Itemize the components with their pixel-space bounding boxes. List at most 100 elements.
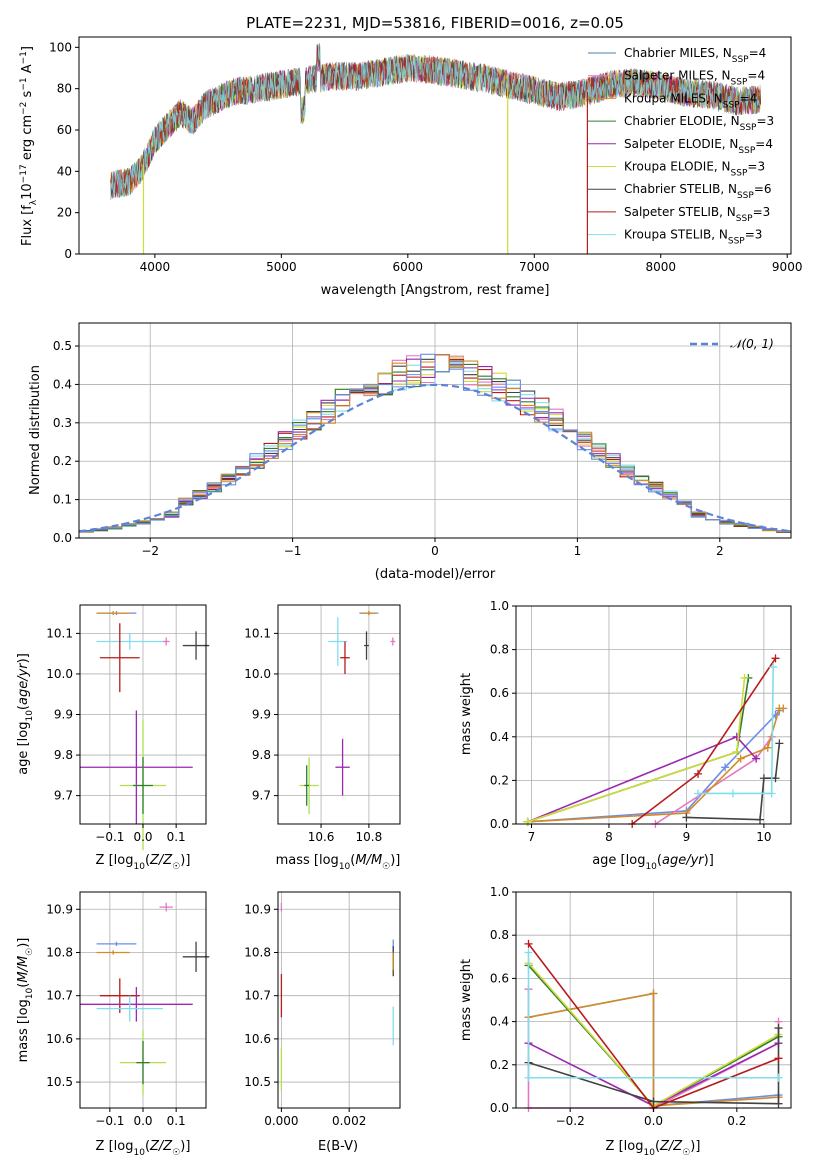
residual-xlabel: (data-model)/error [375, 567, 496, 582]
age-vs-mass-panel: 10.6 10.8 9.7 9.8 9.9 10.0 10.1 mass [log10(M/… [244, 605, 400, 872]
spectrum-panel: PLATE=2231, MJD=53816, FIBERID=0016, z=0… [19, 14, 802, 298]
spectrum-legend: Chabrier MILES, NSSP=4Salpeter MILES, NS… [588, 46, 774, 247]
series-line [632, 658, 775, 824]
y-tick-label: 1.0 [490, 599, 509, 613]
y-tick-label: 0.1 [53, 493, 72, 507]
age-vs-metallicity-panel: −0.1 0.0 0.19.79.89.910.010.1 Z [log10(Z/Z… [16, 605, 209, 872]
y-tick-label: 10.0 [244, 667, 271, 681]
y-tick-label: 0.4 [53, 377, 72, 391]
series-marker [775, 739, 783, 747]
series-marker [769, 663, 777, 671]
y-tick-label: 10.6 [244, 1032, 271, 1046]
legend-label-subscript: SSP [736, 214, 753, 224]
mass-vs-metallicity-ylabel: mass [log10(M/M☉)] [16, 938, 35, 1063]
y-tick-label: 0.4 [490, 1015, 509, 1029]
legend-label-value: =4 [749, 46, 767, 60]
legend-label-value: =4 [740, 91, 758, 105]
y-tick-label: 10.8 [244, 945, 271, 959]
x-tick-label: 0.002 [332, 1114, 366, 1128]
x-tick-label: 9 [683, 830, 691, 844]
series-marker [775, 1024, 783, 1032]
series-line [529, 994, 779, 1106]
y-tick-label: 10.8 [46, 945, 73, 959]
y-tick-label: 9.8 [54, 748, 73, 762]
mass-weight-vs-metallicity-xlabel: Z [log10(Z/Z☉)] [606, 1139, 701, 1158]
series-marker [650, 990, 658, 998]
mass-vs-reddening-panel: 0.000 0.002 10.5 10.6 10.7 10.8 10.9 E(B-V) [244, 892, 400, 1154]
residual-panel: −2 −1 0 1 2 0.0 0.1 0.2 0.3 0.4 0.5 (data-model)/e… [28, 323, 791, 582]
x-tick-label: 5000 [266, 260, 297, 274]
x-tick-label: 6000 [393, 260, 424, 274]
x-tick-label: 0.1 [167, 1114, 186, 1128]
legend-label: Kroupa ELODIE, NSSP=3 [624, 160, 765, 179]
y-tick-label: 0.3 [53, 416, 72, 430]
x-tick-label: 0 [431, 544, 439, 558]
legend-label-value: =3 [747, 160, 765, 174]
legend-label-value: =6 [754, 182, 772, 196]
series-line [528, 678, 749, 822]
y-tick-label: 10.9 [46, 902, 73, 916]
y-tick-label: 0.8 [490, 643, 509, 657]
x-tick-label: −0.2 [556, 1114, 585, 1128]
y-tick-label: 0.0 [490, 817, 509, 831]
x-tick-label: 0.2 [727, 1114, 746, 1128]
legend-label-subscript: SSP [737, 191, 754, 201]
x-tick-label: −0.1 [95, 1114, 124, 1128]
age-vs-mass-xlabel: mass [log10(M/M☉)] [276, 853, 401, 872]
x-tick-label: 0.000 [264, 1114, 298, 1128]
series-marker [772, 774, 780, 782]
series-marker [729, 789, 737, 797]
x-tick-label: −1 [284, 544, 302, 558]
series-line [528, 737, 757, 822]
mass-vs-reddening-xlabel: E(B-V) [318, 1139, 358, 1154]
x-tick-label: −2 [141, 544, 159, 558]
x-tick-label: 0.0 [133, 830, 152, 844]
legend-label: Kroupa STELIB, NSSP=3 [624, 228, 762, 247]
series-marker [760, 774, 768, 782]
series-line [528, 711, 780, 822]
series-marker [768, 789, 776, 797]
legend-label-value: =3 [756, 114, 774, 128]
x-tick-label: 7000 [519, 260, 550, 274]
age-vs-metallicity-ylabel: age [log10(age/yr)] [16, 653, 35, 775]
x-tick-label: 8 [605, 830, 613, 844]
x-tick-label: 10 [756, 830, 771, 844]
mass-weight-vs-age-ylabel: mass weight [459, 673, 474, 755]
x-tick-label: 8000 [645, 260, 676, 274]
series-line [686, 743, 779, 819]
x-tick-label: 0.0 [644, 1114, 663, 1128]
y-tick-label: 9.7 [54, 789, 73, 803]
y-tick-label: 10.7 [46, 989, 73, 1003]
y-tick-label: 10.5 [244, 1075, 271, 1089]
legend-label: Chabrier MILES, NSSP=4 [624, 46, 766, 65]
residual-ylabel: Normed distribution [28, 365, 43, 495]
y-tick-label: 10.9 [244, 902, 271, 916]
spectrum-xlabel: wavelength [Angstrom, rest frame] [321, 283, 550, 298]
spectrum-title: PLATE=2231, MJD=53816, FIBERID=0016, z=0… [246, 14, 624, 32]
x-tick-label: 0.1 [167, 830, 186, 844]
legend-label: Salpeter STELIB, NSSP=3 [624, 205, 770, 224]
y-tick-label: 0 [64, 247, 72, 261]
series-marker [775, 1100, 783, 1108]
y-tick-label: 10.1 [244, 626, 271, 640]
y-tick-label: 10.1 [46, 626, 73, 640]
residual-legend: 𝒩(0, 1) [690, 337, 774, 351]
y-tick-label: 40 [57, 164, 72, 178]
y-tick-label: 0.8 [490, 928, 509, 942]
legend-label-subscript: SSP [731, 78, 748, 88]
series-marker [775, 1054, 783, 1062]
legend-label-value: =4 [747, 69, 765, 83]
gaussian-legend-label: 𝒩(0, 1) [730, 337, 774, 351]
x-tick-label: 10.6 [308, 830, 335, 844]
y-tick-label: 0.5 [53, 339, 72, 353]
y-tick-label: 10.5 [46, 1075, 73, 1089]
mass-weight-vs-metallicity-ylabel: mass weight [459, 959, 474, 1041]
y-tick-label: 0.2 [490, 1058, 509, 1072]
series-line [528, 678, 745, 822]
mass-vs-metallicity-panel: −0.1 0.0 0.1 10.5 10.6 10.7 10.8 10.9 Z [log10(… [16, 892, 209, 1158]
series-marker [524, 818, 532, 826]
legend-label-subscript: SSP [738, 146, 755, 156]
legend-label: Chabrier STELIB, NSSP=6 [624, 182, 772, 201]
y-tick-label: 9.8 [252, 748, 271, 762]
y-tick-label: 100 [49, 40, 72, 54]
